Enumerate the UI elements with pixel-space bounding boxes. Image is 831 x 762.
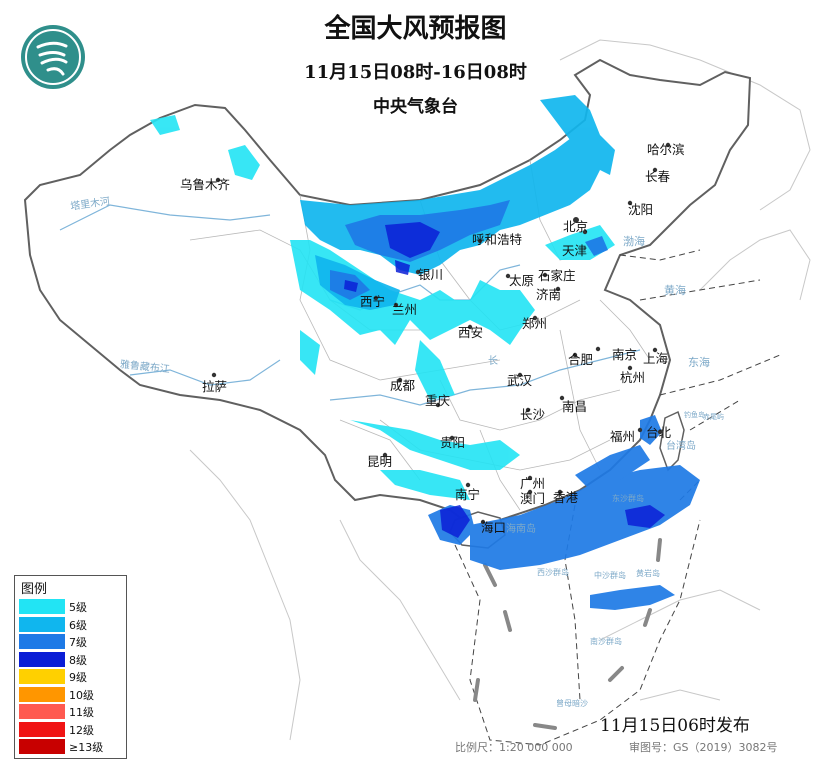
sea-label-huanghai: 黄海: [664, 284, 686, 297]
city-label-yinchuan: 银川: [418, 267, 444, 282]
city-label-tianjin: 天津: [562, 243, 588, 258]
legend-item: 10级: [19, 686, 123, 702]
legend-item: 8级: [19, 651, 123, 667]
city-markers: [211, 142, 671, 525]
city-label-nanjing: 南京: [612, 347, 638, 362]
city-label-jinan: 济南: [536, 287, 562, 302]
legend-box: 图例 5级 6级 7级 8级 9级 10级 11级 12级 ≥13级: [14, 575, 127, 759]
city-label-macao: 澳门: [520, 491, 546, 506]
sea-label-bohai: 渤海: [623, 235, 645, 248]
city-label-nanchang: 南昌: [562, 399, 588, 414]
city-label-xining: 西宁: [360, 294, 386, 309]
geo-label-huangyan: 黄岩岛: [636, 569, 660, 578]
legend-level-label: 7级: [69, 636, 87, 649]
legend-level-label: 8级: [69, 653, 87, 667]
legend-level-label: ≥13级: [69, 741, 104, 754]
legend-item: 7级: [19, 633, 123, 649]
legend-title: 图例: [21, 582, 48, 597]
city-label-shenyang: 沈阳: [628, 202, 654, 217]
geo-label-dongsha: 东沙群岛: [612, 494, 644, 503]
cma-logo-icon: [18, 22, 88, 92]
city-label-xian: 西安: [458, 325, 484, 340]
city-label-kunming: 昆明: [367, 454, 393, 469]
city-label-zhengzhou: 郑州: [522, 316, 548, 331]
nine-dash-line: [473, 538, 662, 730]
city-label-hefei: 合肥: [568, 352, 594, 367]
rivers: [59, 204, 641, 406]
legend-swatch: [19, 634, 65, 649]
city-label-lhasa: 拉萨: [202, 379, 228, 394]
neighbor-borders: [189, 39, 811, 741]
geo-label-nansha: 南沙群岛: [590, 637, 622, 646]
legend-swatch: [19, 704, 65, 719]
city-label-haikou: 海口: [481, 520, 507, 535]
map-title: 全国大风预报图: [324, 14, 507, 44]
map-scale: 比例尺：1:20 000 000: [455, 741, 573, 754]
wind-area-level7: [330, 200, 700, 610]
geo-label-chiwei: 赤尾屿: [703, 413, 724, 421]
wind-area-level5: [150, 115, 615, 500]
legend-swatch: [19, 686, 65, 702]
geo-label-diaoyu: 钓鱼岛: [684, 411, 705, 419]
city-label-shanghai: 上海: [643, 351, 669, 366]
legend-swatch: [19, 616, 65, 632]
geo-label-hainan: 海南岛: [506, 524, 536, 535]
city-label-hongkong: 香港: [553, 490, 579, 505]
geo-label-zengmu: 曾母暗沙: [556, 699, 588, 708]
legend-level-label: 6级: [69, 618, 87, 632]
city-label-harbin: 哈尔滨: [647, 142, 685, 157]
issue-time: 11月15日06时发布: [600, 716, 750, 736]
city-label-beijing: 北京: [563, 219, 589, 234]
legend-swatch: [19, 721, 65, 737]
city-label-lanzhou: 兰州: [392, 302, 418, 317]
legend-swatch: [19, 599, 65, 614]
legend-item: 12级: [19, 721, 123, 737]
river-label-changjiang: 长: [488, 356, 498, 367]
legend-level-label: 5级: [69, 601, 87, 614]
legend-item: 6级: [19, 616, 123, 632]
city-label-wuhan: 武汉: [507, 373, 533, 388]
legend-level-label: 9级: [69, 671, 87, 684]
wind-area-level8: [344, 222, 665, 538]
legend-level-label: 10级: [69, 688, 94, 702]
legend-item: ≥13级: [19, 738, 123, 754]
geo-label-xisha: 西沙群岛: [537, 568, 569, 577]
legend-item: 11级: [19, 703, 123, 719]
city-label-shijiazhuang: 石家庄: [538, 268, 576, 283]
city-label-guiyang: 贵阳: [440, 435, 466, 450]
issuing-agency: 中央气象台: [373, 97, 458, 117]
city-label-hangzhou: 杭州: [620, 370, 646, 385]
legend-item: 5级: [19, 598, 123, 614]
city-label-changsha: 长沙: [520, 407, 546, 422]
geo-label-zhongsha: 中沙群岛: [594, 571, 626, 580]
city-label-fuzhou: 福州: [610, 429, 636, 444]
map-approval-number: 审图号：GS（2019）3082号: [629, 741, 778, 754]
legend-level-label: 12级: [69, 723, 94, 737]
sea-label-donghai: 东海: [688, 356, 710, 369]
city-label-chongqing: 重庆: [425, 393, 451, 408]
city-label-urumqi: 乌鲁木齐: [180, 177, 231, 192]
legend-swatch: [19, 739, 65, 754]
city-label-hohhot: 呼和浩特: [472, 232, 523, 247]
city-label-taiyuan: 太原: [509, 273, 535, 288]
city-label-guangzhou: 广州: [520, 476, 546, 491]
legend-swatch: [19, 669, 65, 684]
city-label-taibei: 台北: [646, 425, 672, 440]
taiwan-island: [659, 410, 685, 472]
legend-item: 9级: [19, 668, 123, 684]
city-label-changchun: 长春: [645, 169, 671, 184]
forecast-period: 11月15日08时-16日08时: [304, 62, 527, 83]
city-label-nanning: 南宁: [455, 487, 481, 502]
legend-level-label: 11级: [69, 706, 94, 719]
city-label-chengdu: 成都: [390, 378, 416, 393]
geo-label-taiwan: 台湾岛: [666, 441, 696, 452]
legend-swatch: [19, 651, 65, 667]
